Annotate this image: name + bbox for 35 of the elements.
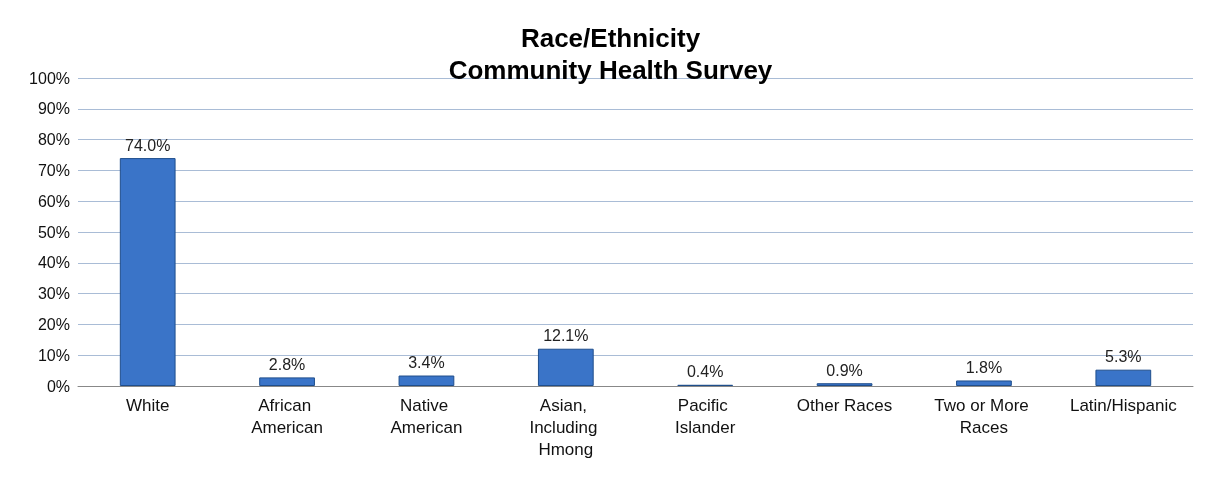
x-tick-label: Pacific Islander [674,395,736,437]
chart-subtitle: Community Health Survey [448,55,773,85]
y-tick-label: 10% [37,346,70,364]
data-label: 5.3% [1105,348,1142,366]
y-tick-label: 100% [29,69,70,87]
x-tick-label: African American [251,395,323,437]
y-tick-label: 40% [37,254,70,272]
bar [398,375,455,386]
data-label: 12.1% [543,327,589,345]
x-tick-label: Native American [390,395,463,437]
bar [1095,369,1152,386]
y-tick-label: 50% [37,223,70,241]
y-tick-label: 70% [37,161,70,179]
y-tick-label: 20% [37,315,70,333]
x-tick-label: Two or More Races [934,395,1034,437]
data-label: 2.8% [268,355,306,373]
data-label: 1.8% [965,358,1003,376]
x-tick-label: White [125,395,170,415]
y-tick-label: 90% [37,100,70,118]
data-label: 74.0% [125,136,171,154]
data-label: 0.4% [686,363,724,381]
bar [537,348,594,386]
x-tick-label: Latin/Hispanic [1069,395,1178,415]
y-tick-label: 30% [37,285,70,303]
chart-title: Race/Ethnicity [520,23,701,53]
y-tick-label: 60% [37,192,70,210]
y-tick-label: 0% [46,377,70,395]
bar [259,377,315,386]
data-label: 0.9% [826,361,863,379]
y-tick-label: 80% [37,131,70,149]
bar [119,158,176,386]
bar [956,380,1012,386]
x-tick-label: Asian, Including Hmong [529,395,603,459]
data-label: 3.4% [408,354,445,372]
x-tick-label: Other Races [796,395,893,415]
